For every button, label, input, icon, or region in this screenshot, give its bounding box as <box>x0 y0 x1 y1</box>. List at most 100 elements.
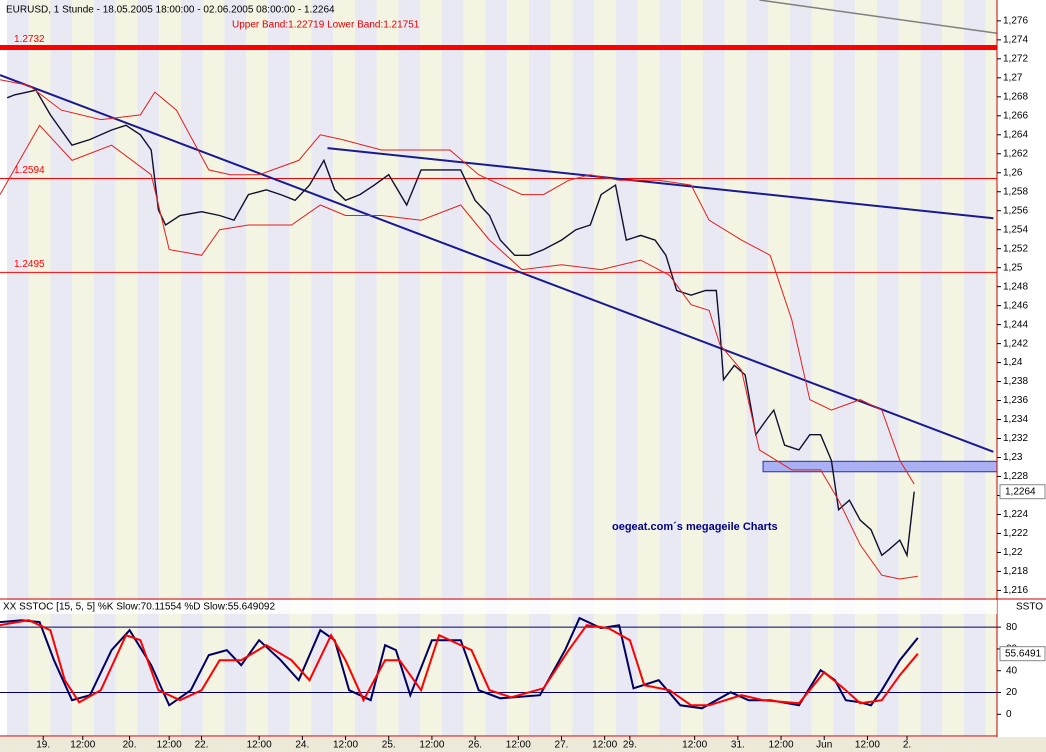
y-tick-label: 1,266 <box>1003 110 1028 121</box>
x-tick-label: 12:00 <box>592 740 617 751</box>
stripe <box>964 0 986 736</box>
series-line <box>6 89 915 558</box>
stripes <box>7 0 997 736</box>
last-price-label: 1,2264 <box>1005 486 1036 497</box>
x-tick-label: 22. <box>195 740 209 751</box>
stripe <box>376 0 399 736</box>
indicator-header <box>0 600 997 614</box>
stripe <box>920 0 943 736</box>
stripe <box>442 0 464 736</box>
stripe <box>181 0 203 736</box>
x-tick-label: 12:00 <box>506 740 531 751</box>
series-line <box>0 619 919 707</box>
x-tick-label: 25. <box>382 740 396 751</box>
level-label: 1.2495 <box>14 259 45 270</box>
x-tick-label: 12:00 <box>70 740 95 751</box>
axis-panel <box>997 0 1046 752</box>
y-tick-label: 1,244 <box>1003 319 1028 330</box>
stripe <box>463 0 486 736</box>
stripe <box>724 0 747 736</box>
stripe <box>637 0 660 736</box>
y-tick-label: 1,218 <box>1003 566 1028 577</box>
y-tick-label: 1,222 <box>1003 528 1028 539</box>
y-tick-label: 1,236 <box>1003 395 1028 406</box>
y-tick-label: 1,272 <box>1003 53 1028 64</box>
stripe <box>898 0 921 736</box>
last-price-box <box>999 484 1046 500</box>
stripe <box>7 0 29 736</box>
indicator-axis-name: SSTO <box>1016 602 1043 613</box>
y-tick-label: 1,258 <box>1003 186 1028 197</box>
stripe <box>681 0 703 736</box>
stripe <box>94 0 116 736</box>
stripe <box>768 0 790 736</box>
stripe <box>289 0 312 736</box>
series-line <box>0 79 915 485</box>
y-tick-label: 1,264 <box>1003 129 1028 140</box>
level-label: 1.2594 <box>14 165 45 176</box>
y-tick-label: 1,232 <box>1003 433 1028 444</box>
x-tick-label: 12:00 <box>333 740 358 751</box>
stripe <box>942 0 964 736</box>
y-tick-label: 1,262 <box>1003 148 1028 159</box>
series-line <box>759 0 998 34</box>
y-tick-label: 1,268 <box>1003 91 1028 102</box>
stripe <box>311 0 334 736</box>
series-line <box>327 147 994 220</box>
x-tick-label: 12:00 <box>247 740 272 751</box>
stripe <box>246 0 268 736</box>
stripe <box>659 0 682 736</box>
x-tick-label: 26. <box>468 740 482 751</box>
stripe <box>703 0 725 736</box>
x-tick-label: 12:00 <box>419 740 444 751</box>
stripe <box>833 0 856 736</box>
y-tick-label: 1,274 <box>1003 35 1028 46</box>
y-tick-label: 1,25 <box>1003 262 1023 273</box>
y-tick-label: 80 <box>1006 622 1018 633</box>
y-tick-label: 1,26 <box>1003 167 1023 178</box>
y-tick-label: 1,242 <box>1003 338 1028 349</box>
x-tick-label: 12:00 <box>682 740 707 751</box>
stripe <box>333 0 355 736</box>
y-tick-label: 1,27 <box>1003 72 1023 83</box>
x-tick-label: 20. <box>123 740 137 751</box>
stripe <box>985 0 997 736</box>
stripe <box>420 0 442 736</box>
x-tick-label: 12:00 <box>855 740 880 751</box>
y-tick-label: 1,276 <box>1003 16 1028 27</box>
y-tick-label: 1,216 <box>1003 585 1028 596</box>
band-label: Upper Band:1.22719 Lower Band:1.21751 <box>232 20 420 31</box>
stripe <box>855 0 877 736</box>
y-tick-label: 40 <box>1006 665 1018 676</box>
watermark: oegeat.com´s megageile Charts <box>612 521 778 533</box>
stripe <box>159 0 181 736</box>
stripe <box>507 0 529 736</box>
stripe <box>355 0 377 736</box>
y-tick-label: 1,24 <box>1003 357 1023 368</box>
x-tick-label: Jun <box>816 740 832 751</box>
stripe <box>268 0 290 736</box>
x-tick-label: 31. <box>731 740 745 751</box>
y-tick-label: 1,23 <box>1003 452 1023 463</box>
last-value-label: 55.6491 <box>1005 648 1042 659</box>
y-tick-label: 0 <box>1006 709 1012 720</box>
y-tick-label: 1,246 <box>1003 300 1028 311</box>
series-line <box>0 74 994 453</box>
stripe <box>529 0 551 736</box>
last-value-box <box>999 646 1046 662</box>
y-tick-label: 1,238 <box>1003 376 1028 387</box>
stripe <box>594 0 616 736</box>
y-tick-label: 20 <box>1006 687 1018 698</box>
x-tick-label: 12:00 <box>157 740 182 751</box>
x-tick-label: 24. <box>295 740 309 751</box>
stripe <box>72 0 94 736</box>
stripe <box>137 0 160 736</box>
y-tick-label: 1,234 <box>1003 414 1028 425</box>
x-tick-label: 29. <box>623 740 637 751</box>
indicator-title: XX SSTOC [15, 5, 5] %K Slow:70.11554 %D … <box>3 602 275 613</box>
series-line <box>0 124 918 580</box>
stripe <box>202 0 225 736</box>
y-tick-label: 1,256 <box>1003 205 1028 216</box>
stripe <box>550 0 573 736</box>
